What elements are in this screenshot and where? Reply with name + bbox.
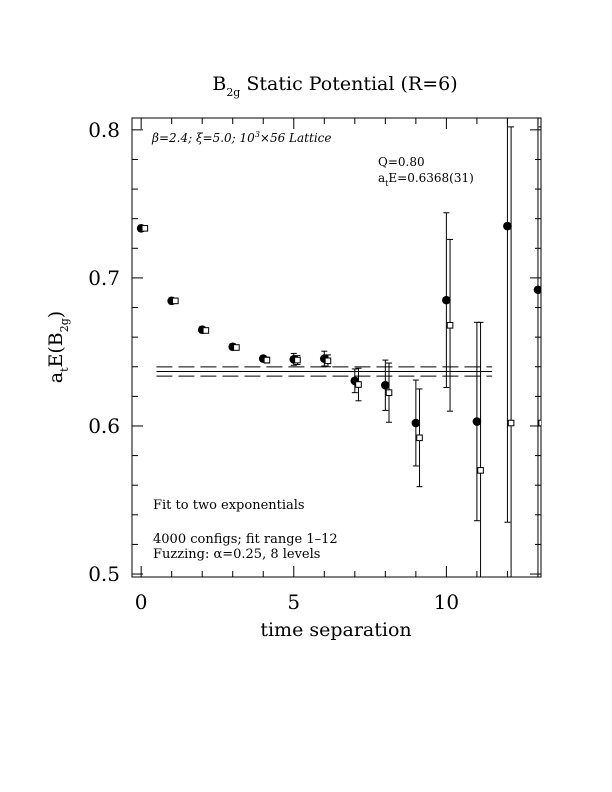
data-point-square	[172, 297, 179, 305]
data-point-circle	[381, 380, 390, 390]
data-point-square	[538, 419, 541, 427]
data-point-square	[202, 327, 210, 334]
annotation-energy: atE=0.6368(31)	[378, 171, 474, 188]
y-tick-label: 0.6	[88, 414, 120, 438]
x-axis-label: time separation	[260, 619, 411, 641]
data-point-circle	[472, 417, 482, 426]
data-point-square	[477, 467, 484, 474]
x-tick-label: 10	[434, 590, 459, 614]
data-point-circle	[503, 221, 512, 231]
x-tick-label: 5	[287, 590, 300, 614]
data-point-circle	[533, 285, 541, 295]
data-point-square	[294, 356, 301, 364]
data-point-square	[446, 321, 454, 329]
data-points	[136, 118, 541, 577]
data-point-square	[324, 357, 332, 365]
data-point-circle	[411, 418, 421, 428]
chart-title: B2g Static Potential (R=6)	[212, 73, 457, 99]
x-tick-label: 0	[135, 590, 148, 614]
data-point-square	[263, 356, 271, 364]
y-tick-label: 0.8	[88, 118, 120, 142]
tick-labels: 0.5 0.6 0.7 0.8 0 5 10	[88, 118, 459, 614]
data-point-square	[233, 344, 240, 351]
y-axis-label: atE(B2g)	[45, 311, 71, 383]
annotation-fuzzing: Fuzzing: α=0.25, 8 levels	[153, 547, 320, 562]
data-point-square	[385, 389, 393, 396]
annotation-fit-type: Fit to two exponentials	[153, 498, 305, 513]
plot-frame	[131, 117, 542, 578]
annotation-lattice: β=2.4; ξ=5.0; 103×56 Lattice	[151, 130, 331, 145]
annotation-configs: 4000 configs; fit range 1–12	[153, 532, 338, 547]
data-point-square	[141, 225, 149, 232]
data-point-square	[355, 381, 362, 388]
data-point-square	[416, 434, 423, 442]
y-tick-label: 0.5	[88, 562, 120, 586]
annotation-q-value: Q=0.80	[378, 155, 425, 169]
data-point-circle	[442, 295, 451, 305]
y-tick-label: 0.7	[88, 266, 120, 290]
fit-band	[156, 366, 493, 377]
data-point-square	[507, 419, 515, 427]
